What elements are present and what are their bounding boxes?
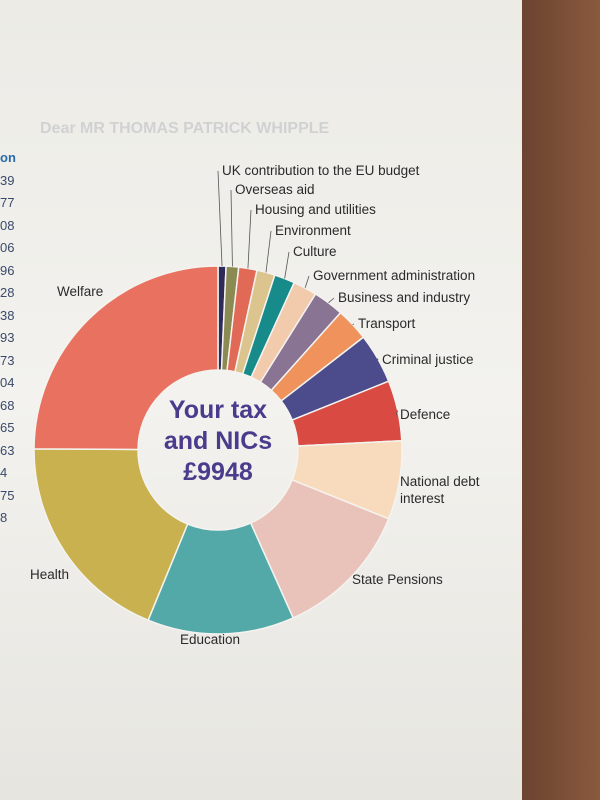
slice-label: Defence (400, 407, 451, 422)
column-number: 96 (0, 262, 15, 278)
leader-line (247, 209, 252, 269)
slice-label: Housing and utilities (255, 202, 376, 217)
column-number: 75 (0, 487, 15, 503)
slice-label: Welfare (57, 284, 104, 299)
column-number: on (0, 150, 16, 165)
slice-label: Transport (358, 316, 416, 331)
column-number: 08 (0, 217, 15, 233)
column-number: 8 (0, 510, 8, 525)
slice-label: Business and industry (338, 290, 471, 305)
slice-label: Criminal justice (382, 352, 474, 367)
leader-line (304, 275, 310, 289)
column-number: 39 (0, 172, 15, 188)
donut-slice (33, 265, 219, 451)
leader-line (217, 170, 223, 267)
leader-line (230, 189, 233, 267)
slice-label: State Pensions (352, 572, 443, 587)
column-number: 04 (0, 375, 15, 390)
slice-label: Government administration (313, 268, 476, 283)
center-line: and NICs (163, 427, 273, 455)
slice-label: National debt interest (400, 474, 480, 506)
column-number: 65 (0, 420, 15, 435)
center-line: £9948 (183, 458, 253, 486)
leader-line (328, 297, 335, 304)
column-number: 38 (0, 307, 15, 323)
slice-label: Overseas aid (235, 182, 315, 197)
slice-label: UK contribution to the EU budget (222, 163, 420, 178)
slice-label: Environment (275, 223, 351, 238)
leader-line (284, 251, 290, 279)
slice-label: Education (180, 632, 241, 647)
leader-line (395, 410, 399, 416)
center-label: Your tax and NICs £9948 (138, 395, 298, 488)
slice-label: Health (30, 567, 70, 582)
donut-slice (33, 448, 189, 622)
column-number: 06 (0, 240, 15, 255)
greeting: Dear MR THOMAS PATRICK WHIPPLE (40, 120, 330, 137)
slice-label: Culture (293, 244, 337, 259)
center-line: Your tax (168, 396, 268, 424)
column-number: 68 (0, 397, 15, 413)
column-number: 77 (0, 195, 15, 210)
column-number: 28 (0, 285, 15, 300)
column-number: 63 (0, 442, 15, 458)
donut-slice (147, 522, 295, 635)
column-number: 4 (0, 465, 8, 480)
column-number: 73 (0, 352, 15, 368)
column-number: 93 (0, 330, 15, 345)
leader-line (265, 230, 272, 273)
